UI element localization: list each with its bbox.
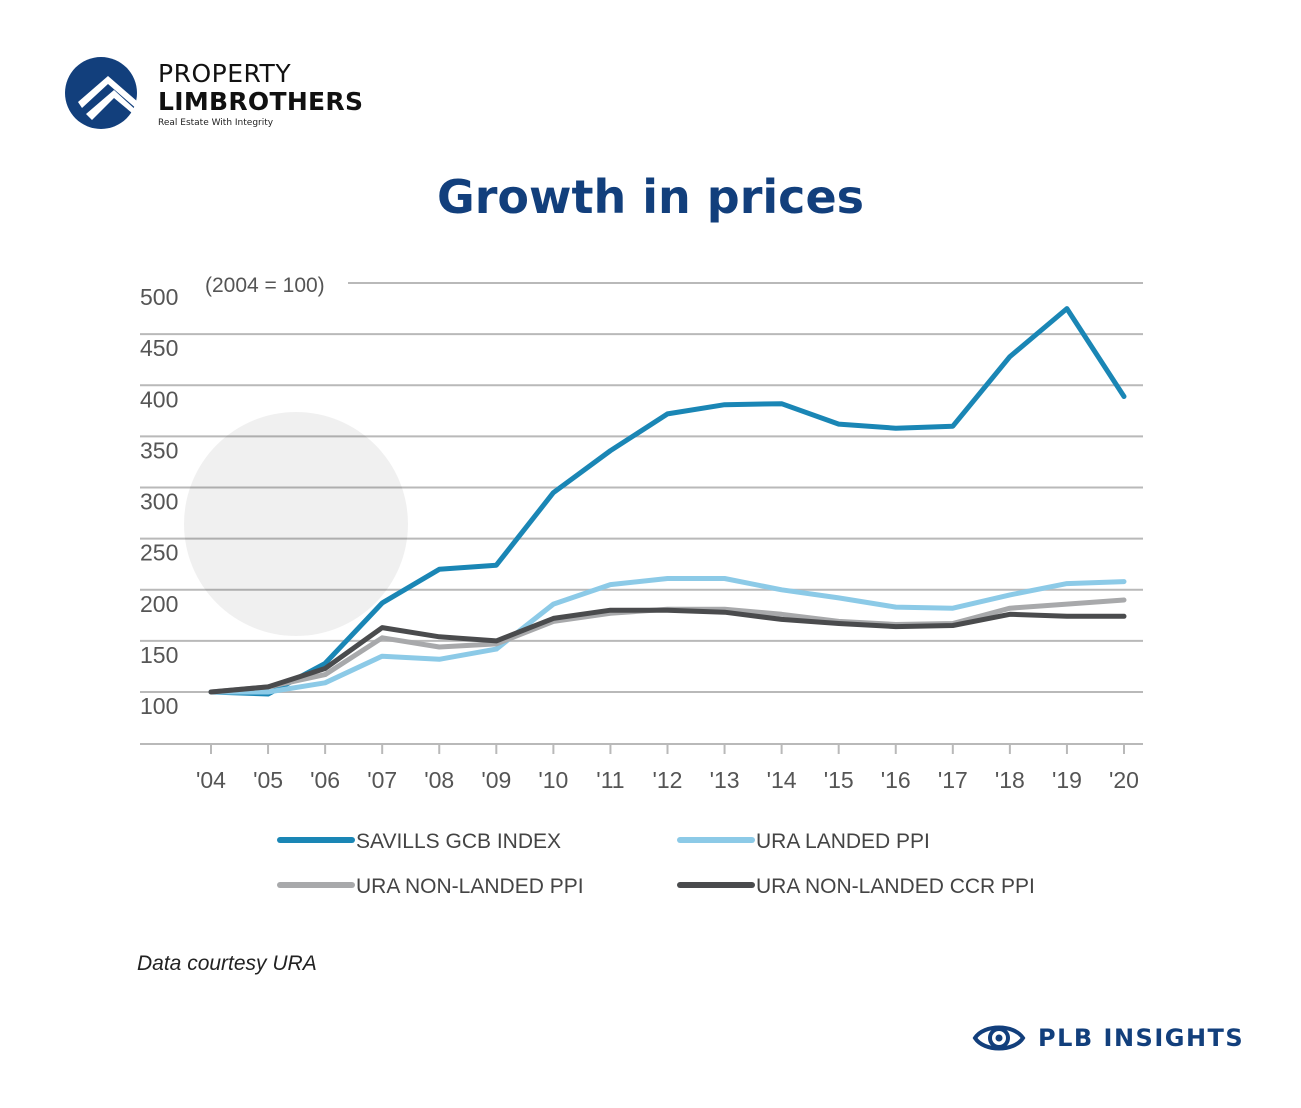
series-line-3 bbox=[208, 607, 1127, 695]
data-source-caption: Data courtesy URA bbox=[137, 952, 317, 975]
legend-label: URA NON-LANDED CCR PPI bbox=[756, 875, 1035, 898]
x-tick-label: '11 bbox=[596, 767, 624, 793]
x-tick-label: '09 bbox=[481, 767, 511, 793]
x-tick-label: '08 bbox=[424, 767, 454, 793]
series-line-0 bbox=[208, 306, 1127, 697]
x-tick-label: '20 bbox=[1109, 767, 1139, 793]
y-tick-label: 200 bbox=[140, 591, 178, 617]
x-tick-label: '05 bbox=[253, 767, 283, 793]
footer-badge: PLB INSIGHTS bbox=[972, 1018, 1244, 1058]
y-tick-label: 300 bbox=[140, 489, 178, 515]
x-tick-label: '13 bbox=[710, 767, 740, 793]
y-tick-label: 150 bbox=[140, 642, 178, 668]
series-line-1 bbox=[208, 576, 1127, 695]
brand-emblem-icon bbox=[65, 57, 138, 129]
x-tick-label: '17 bbox=[938, 767, 968, 793]
y-tick-label: 350 bbox=[140, 437, 178, 463]
x-tick-label: '12 bbox=[653, 767, 683, 793]
brand-name-line1: PROPERTY bbox=[158, 59, 292, 88]
x-tick-label: '18 bbox=[995, 767, 1025, 793]
x-tick-label: '14 bbox=[767, 767, 797, 793]
watermark bbox=[184, 412, 408, 636]
x-tick-label: '19 bbox=[1052, 767, 1082, 793]
brand-logo: PROPERTY LIMBROTHERS Real Estate With In… bbox=[64, 56, 384, 136]
legend-label: SAVILLS GCB INDEX bbox=[356, 830, 561, 853]
y-tick-label: 100 bbox=[140, 693, 178, 719]
y-tick-label: 400 bbox=[140, 386, 178, 412]
x-tick-label: '16 bbox=[881, 767, 911, 793]
legend-label: URA LANDED PPI bbox=[756, 830, 930, 853]
chart-annotation: (2004 = 100) bbox=[205, 274, 325, 297]
x-tick-label: '15 bbox=[824, 767, 854, 793]
x-tick-label: '10 bbox=[538, 767, 568, 793]
y-tick-label: 250 bbox=[140, 540, 178, 566]
eye-icon bbox=[972, 1025, 1026, 1051]
brand-tagline: Real Estate With Integrity bbox=[158, 118, 274, 128]
y-tick-label: 450 bbox=[140, 335, 178, 361]
footer-label: PLB INSIGHTS bbox=[1038, 1024, 1245, 1052]
y-tick-label: 500 bbox=[140, 284, 178, 310]
x-tick-label: '06 bbox=[310, 767, 340, 793]
x-tick-label: '07 bbox=[367, 767, 397, 793]
page-title: Growth in prices bbox=[436, 170, 865, 224]
brand-name-line2: LIMBROTHERS bbox=[158, 87, 364, 116]
legend-label: URA NON-LANDED PPI bbox=[356, 875, 584, 898]
x-tick-label: '04 bbox=[196, 767, 226, 793]
